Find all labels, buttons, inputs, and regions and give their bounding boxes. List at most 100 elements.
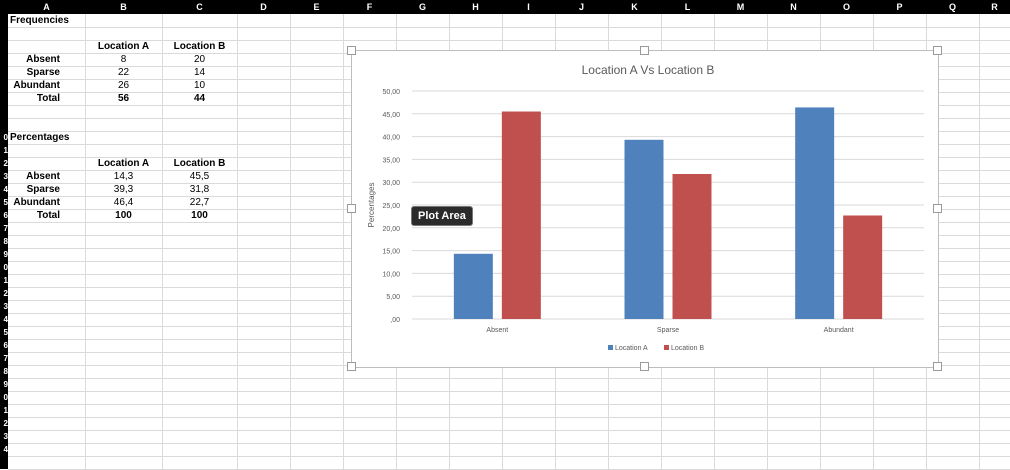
row-header[interactable]: 3 — [0, 300, 8, 313]
row-header[interactable] — [0, 40, 8, 53]
frequencies-cell-location-a[interactable]: 8 — [120, 54, 127, 65]
column-header-i[interactable]: I — [502, 0, 555, 14]
row-header[interactable] — [0, 92, 8, 105]
column-header-g[interactable]: G — [396, 0, 449, 14]
row-header[interactable]: 9 — [0, 248, 8, 261]
resize-handle-top-left[interactable] — [347, 46, 356, 55]
column-header-q[interactable]: Q — [926, 0, 979, 14]
percentages-cell-location-b[interactable]: 22,7 — [189, 197, 210, 208]
percentages-title[interactable]: Percentages — [10, 132, 70, 143]
frequencies-cell-location-b[interactable]: 20 — [193, 54, 206, 65]
row-header[interactable]: 1 — [0, 404, 8, 417]
row-header[interactable] — [0, 118, 8, 131]
chart-svg[interactable]: Location A Vs Location B 50,00 45,00 40,00 3… — [352, 51, 938, 367]
row-gridline — [8, 430, 1010, 431]
frequencies-row-label[interactable]: Total — [36, 93, 60, 104]
column-header-p[interactable]: P — [873, 0, 926, 14]
frequencies-cell-location-b[interactable]: 44 — [193, 93, 206, 104]
row-header[interactable]: 2 — [0, 287, 8, 300]
row-header[interactable]: 1 — [0, 274, 8, 287]
percentages-row-label[interactable]: Sparse — [26, 184, 60, 195]
frequencies-title[interactable]: Frequencies — [10, 15, 69, 26]
y-tick-label: 35,00 — [382, 157, 400, 164]
row-header[interactable]: 6 — [0, 339, 8, 352]
row-header[interactable]: 0 — [0, 391, 8, 404]
row-header[interactable]: 1 — [0, 144, 8, 157]
column-header-d[interactable]: D — [237, 0, 290, 14]
frequencies-row-label[interactable]: Sparse — [26, 67, 60, 78]
row-header[interactable] — [0, 456, 8, 469]
row-header[interactable] — [0, 27, 8, 40]
column-header-f[interactable]: F — [343, 0, 396, 14]
row-header[interactable]: 8 — [0, 365, 8, 378]
percentages-row-label[interactable]: Total — [36, 210, 60, 221]
column-gridline — [343, 14, 344, 470]
frequencies-row-label[interactable]: Abundant — [13, 80, 60, 91]
column-header-m[interactable]: M — [714, 0, 767, 14]
row-header[interactable] — [0, 105, 8, 118]
percentages-cell-location-b[interactable]: 100 — [191, 210, 208, 221]
resize-handle-bottom-right[interactable] — [933, 362, 942, 371]
resize-handle-right[interactable] — [933, 204, 942, 213]
resize-handle-top[interactable] — [640, 46, 649, 55]
row-header[interactable]: 4 — [0, 443, 8, 456]
column-gridline — [162, 14, 163, 470]
resize-handle-left[interactable] — [347, 204, 356, 213]
row-header[interactable]: 4 — [0, 313, 8, 326]
column-header-h[interactable]: H — [449, 0, 502, 14]
column-header-r[interactable]: R — [979, 0, 1010, 14]
column-header-c[interactable]: C — [162, 0, 237, 14]
row-header[interactable] — [0, 66, 8, 79]
row-header[interactable]: 2 — [0, 157, 8, 170]
row-header[interactable]: 2 — [0, 417, 8, 430]
row-header[interactable]: 0 — [0, 131, 8, 144]
row-header[interactable]: 8 — [0, 235, 8, 248]
resize-handle-bottom-left[interactable] — [347, 362, 356, 371]
row-header[interactable]: 7 — [0, 222, 8, 235]
row-header[interactable]: 5 — [0, 326, 8, 339]
resize-handle-bottom[interactable] — [640, 362, 649, 371]
percentages-cell-location-a[interactable]: 46,4 — [113, 197, 134, 208]
percentages-header-location-a[interactable]: Location A — [97, 158, 150, 169]
percentages-cell-location-a[interactable]: 100 — [115, 210, 132, 221]
row-header[interactable]: 3 — [0, 170, 8, 183]
row-header[interactable]: 9 — [0, 378, 8, 391]
frequencies-cell-location-b[interactable]: 10 — [193, 80, 206, 91]
column-header-k[interactable]: K — [608, 0, 661, 14]
column-header-j[interactable]: J — [555, 0, 608, 14]
x-tick-label: Abundant — [824, 327, 854, 334]
percentages-row-label[interactable]: Absent — [26, 171, 60, 182]
frequencies-cell-location-a[interactable]: 22 — [117, 67, 130, 78]
percentages-cell-location-a[interactable]: 14,3 — [113, 171, 134, 182]
row-header[interactable]: 3 — [0, 430, 8, 443]
percentages-cell-location-b[interactable]: 45,5 — [189, 171, 210, 182]
row-header[interactable]: 7 — [0, 352, 8, 365]
frequencies-header-location-b[interactable]: Location B — [173, 41, 226, 52]
percentages-cell-location-a[interactable]: 39,3 — [113, 184, 134, 195]
frequencies-cell-location-a[interactable]: 56 — [117, 93, 130, 104]
column-header-n[interactable]: N — [767, 0, 820, 14]
resize-handle-top-right[interactable] — [933, 46, 942, 55]
percentages-header-location-b[interactable]: Location B — [173, 158, 226, 169]
column-header-o[interactable]: O — [820, 0, 873, 14]
row-gridline — [8, 27, 1010, 28]
row-header[interactable]: 6 — [0, 209, 8, 222]
row-header[interactable]: 0 — [0, 261, 8, 274]
row-header[interactable]: 4 — [0, 183, 8, 196]
frequencies-header-location-a[interactable]: Location A — [97, 41, 150, 52]
row-header[interactable] — [0, 14, 8, 27]
column-header-l[interactable]: L — [661, 0, 714, 14]
percentages-cell-location-b[interactable]: 31,8 — [189, 184, 210, 195]
row-header[interactable]: 5 — [0, 196, 8, 209]
frequencies-cell-location-b[interactable]: 14 — [193, 67, 206, 78]
row-header[interactable] — [0, 79, 8, 92]
column-header-b[interactable]: B — [85, 0, 162, 14]
select-all-corner[interactable] — [0, 0, 8, 14]
frequencies-row-label[interactable]: Absent — [26, 54, 60, 65]
percentages-row-label[interactable]: Abundant — [13, 197, 60, 208]
row-gridline — [8, 404, 1010, 405]
column-header-e[interactable]: E — [290, 0, 343, 14]
frequencies-cell-location-a[interactable]: 26 — [117, 80, 130, 91]
column-header-a[interactable]: A — [8, 0, 85, 14]
row-header[interactable] — [0, 53, 8, 66]
